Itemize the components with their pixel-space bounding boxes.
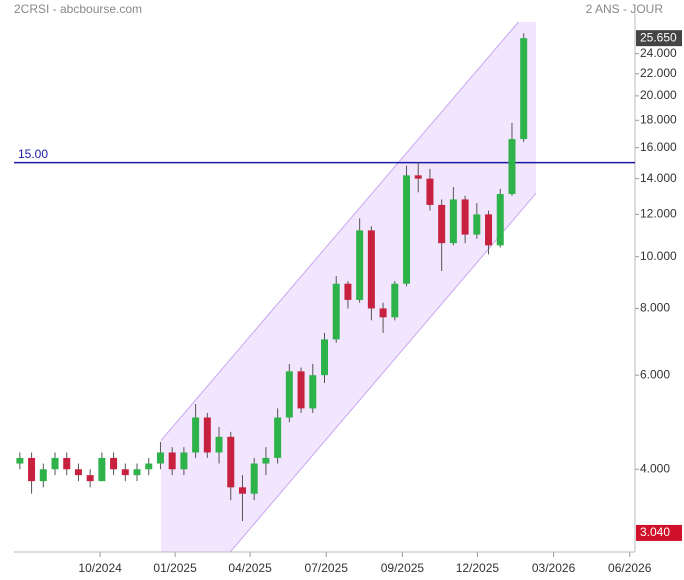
candle-body: [473, 214, 481, 235]
candle-body: [438, 204, 446, 244]
candle-body: [391, 283, 399, 318]
chart-title: 2CRSI - abcbourse.com: [14, 2, 142, 16]
candle-body: [203, 417, 211, 453]
candle-body: [98, 457, 106, 482]
candle-body: [145, 463, 153, 470]
candle-body: [86, 475, 94, 482]
candle-body: [461, 199, 469, 235]
x-tick-label: 09/2025: [381, 561, 425, 575]
candle-body: [344, 283, 352, 300]
y-tick-label: 14.000: [640, 171, 677, 185]
candle-body: [332, 283, 340, 340]
y-tick-label: 8.000: [640, 301, 670, 315]
y-tick-label: 4.000: [640, 461, 670, 475]
candle-body: [180, 452, 188, 470]
candle-body: [403, 175, 411, 284]
y-tick-label: 20.000: [640, 88, 677, 102]
y-tick-label: 12.000: [640, 207, 677, 221]
candle-body: [74, 469, 82, 476]
candle-body: [356, 230, 364, 300]
candle-body: [414, 175, 422, 179]
candle-body: [156, 452, 164, 464]
candle-body: [426, 178, 434, 205]
candle-body: [309, 375, 317, 409]
candle-body: [520, 38, 528, 140]
channel-upper: [160, 21, 519, 441]
chart-subtitle: 2 ANS - JOUR: [586, 2, 664, 16]
candle-body: [496, 194, 504, 246]
y-tick-label: 16.000: [640, 140, 677, 154]
candle-body: [238, 487, 246, 494]
candle-body: [262, 457, 270, 464]
y-tick-label: 6.000: [640, 367, 670, 381]
candle-body: [63, 457, 71, 470]
candle-body: [121, 469, 129, 476]
last-price-box: [636, 30, 682, 47]
candle-body: [16, 457, 24, 464]
candle-body: [485, 214, 493, 246]
candle-body: [250, 463, 258, 494]
x-tick-label: 10/2024: [78, 561, 122, 575]
x-tick-label: 03/2026: [532, 561, 576, 575]
y-tick-label: 24.000: [640, 46, 677, 60]
y-tick-label: 18.000: [640, 112, 677, 126]
candle-body: [321, 339, 328, 376]
y-tick-label: 22.000: [640, 66, 677, 80]
x-tick-label: 01/2025: [153, 561, 197, 575]
channel-lower: [229, 193, 537, 553]
candle-body: [285, 371, 293, 418]
x-tick-label: 04/2025: [228, 561, 272, 575]
candle-body: [449, 199, 457, 244]
last-price-label: 25.650: [640, 30, 677, 44]
candle-body: [367, 230, 375, 309]
low-price-label: 3.040: [640, 525, 670, 539]
candle-body: [192, 417, 200, 453]
x-tick-label: 06/2026: [608, 561, 652, 575]
y-tick-label: 10.000: [640, 249, 677, 263]
candle-body: [379, 308, 387, 318]
candle-body: [51, 457, 59, 470]
candle-body: [39, 469, 47, 482]
candle-body: [297, 371, 305, 409]
candle-body: [133, 469, 141, 476]
candle-body: [110, 457, 118, 470]
low-price-box: [636, 524, 682, 541]
candle-body: [274, 417, 282, 458]
candle-body: [28, 457, 36, 482]
candle-body: [168, 452, 176, 470]
candle-body: [508, 139, 516, 195]
x-tick-label: 12/2025: [456, 561, 500, 575]
x-tick-label: 07/2025: [305, 561, 349, 575]
level-label: 15.00: [18, 147, 48, 161]
candle-body: [227, 436, 235, 488]
candle-body: [215, 436, 223, 453]
